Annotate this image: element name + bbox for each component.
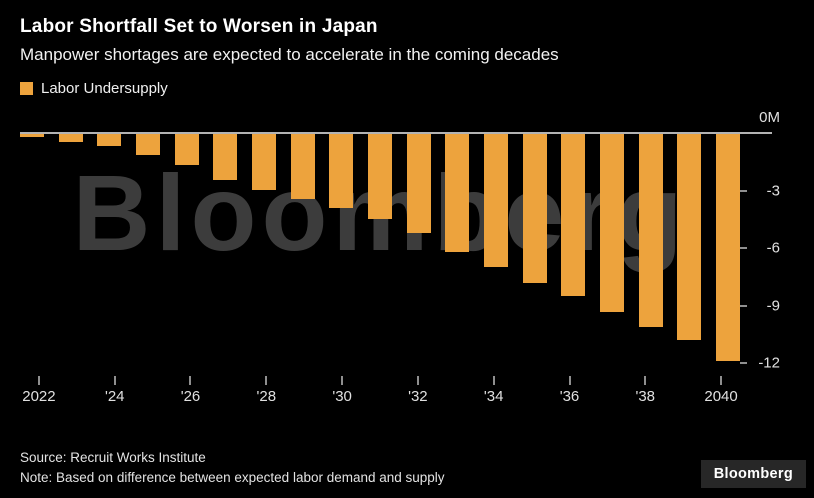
y-axis-label: -9	[766, 297, 780, 315]
x-axis-tick	[113, 376, 116, 385]
x-axis-label: 2040	[704, 388, 738, 405]
bar-2029	[290, 133, 315, 200]
x-axis-label: '38	[635, 388, 656, 405]
note-text: Note: Based on difference between expect…	[20, 469, 445, 485]
x-axis-label: '32	[408, 388, 428, 405]
bar-2037	[599, 133, 624, 312]
bar-2026	[174, 133, 199, 165]
y-axis-tick	[740, 247, 747, 250]
x-axis-tick	[568, 376, 571, 385]
x-axis-tick	[720, 376, 723, 385]
x-axis-tick	[492, 376, 495, 385]
y-axis-label: -3	[766, 182, 780, 200]
y-axis-label: -12	[758, 354, 780, 372]
bar-2039	[677, 133, 702, 341]
bar-2033	[445, 133, 470, 253]
header: Labor Shortfall Set to Worsen in Japan M…	[0, 0, 814, 65]
bar-2034	[483, 133, 508, 268]
source-text: Source: Recruit Works Institute	[20, 449, 206, 465]
bar-2032	[406, 133, 431, 233]
x-axis-tick	[265, 376, 268, 385]
bar-2025	[135, 133, 160, 156]
zero-axis-line	[20, 132, 772, 134]
x-axis-tick	[416, 376, 419, 385]
bar-2038	[638, 133, 663, 327]
footer: Source: Recruit Works Institute Note: Ba…	[20, 448, 806, 489]
x-axis-row: 2022 '24 '26 '28 '30 '32 '34 '36 '38 2040	[20, 373, 794, 411]
bar-2024	[97, 133, 122, 147]
bar-2028	[251, 133, 276, 190]
bar-2035	[522, 133, 547, 283]
bloomberg-logo: Bloomberg	[700, 460, 806, 488]
bar-2031	[367, 133, 392, 220]
x-axis-tick	[189, 376, 192, 385]
x-axis-label: '34	[483, 388, 504, 405]
footer-notes: Source: Recruit Works Institute Note: Ba…	[20, 448, 445, 489]
x-axis-tick	[341, 376, 344, 385]
y-axis-tick	[740, 362, 747, 365]
y-axis-tick	[740, 189, 747, 192]
y-axis-tick	[740, 304, 747, 307]
bar-2022	[20, 133, 44, 137]
x-axis-label: 2022	[22, 388, 56, 405]
x-axis-label: '24	[104, 388, 125, 405]
y-axis-label: 0M	[759, 109, 780, 126]
x-axis-label: '28	[256, 388, 277, 405]
bar-2040	[715, 133, 740, 362]
x-axis-label: '26	[180, 388, 201, 405]
y-axis-label: -6	[766, 239, 780, 257]
x-axis-tick	[37, 376, 40, 385]
y-axis: 0M -3 -6 -9 -12	[740, 109, 794, 373]
x-axis-spacer	[740, 373, 794, 411]
x-axis-label: '30	[332, 388, 352, 405]
x-axis-label: '36	[559, 388, 580, 405]
page-subtitle: Manpower shortages are expected to accel…	[20, 45, 559, 64]
bars	[20, 133, 740, 373]
chart: Bloomberg 0M -3 -6 -9 -12	[20, 109, 794, 373]
bar-2036	[561, 133, 586, 297]
legend-swatch	[20, 82, 33, 95]
bar-2023	[58, 133, 83, 142]
bar-2030	[329, 133, 354, 208]
x-axis-tick	[644, 376, 647, 385]
legend-label: Labor Undersupply	[41, 80, 168, 97]
plot-area: Bloomberg	[20, 133, 740, 373]
bar-2027	[213, 133, 238, 181]
page-title: Labor Shortfall Set to Worsen in Japan	[20, 16, 378, 37]
legend: Labor Undersupply	[20, 80, 794, 97]
x-axis: 2022 '24 '26 '28 '30 '32 '34 '36 '38 2040	[20, 373, 740, 411]
